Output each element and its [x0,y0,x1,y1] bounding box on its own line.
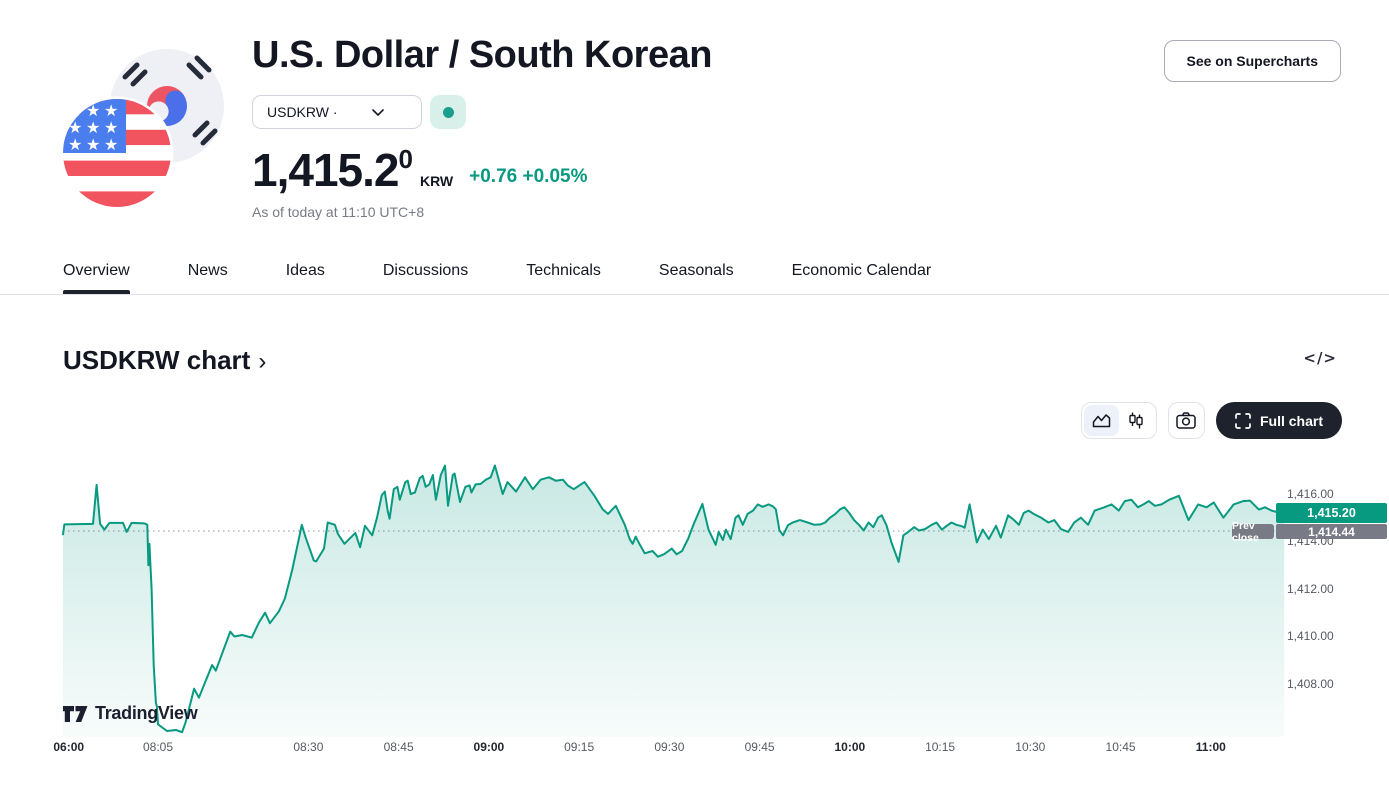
symbol-tabs: Overview News Ideas Discussions Technicals Se… [63,262,931,294]
symbol-dropdown-label: USDKRW · [267,104,338,120]
price-change: +0.76 +0.05% [469,166,588,187]
tab-economic-calendar[interactable]: Economic Calendar [791,262,932,279]
price-line [62,464,1286,734]
chevron-down-icon [371,108,384,116]
chevron-right-icon: › [258,348,267,375]
price-currency: KRW [419,173,454,189]
svg-text:★: ★ [68,135,82,154]
chart-heading-label: USDKRW chart [63,345,251,375]
full-chart-button[interactable]: Full chart [1215,402,1342,439]
tab-news[interactable]: News [187,262,228,279]
tab-discussions[interactable]: Discussions [382,262,469,279]
area-chart-icon [1092,414,1111,428]
market-open-dot [442,106,454,118]
price-block: 1,415.20 KRW +0.76 +0.05% [252,146,587,193]
page-title: U.S. Dollar / South Korean [252,34,712,76]
y-axis-tick: 1,412.00 [1287,581,1334,596]
price-area-fill [63,465,1285,737]
x-axis-tick: 10:45 [1105,740,1136,754]
x-axis-tick: 08:30 [293,740,324,754]
x-axis-tick: 09:30 [654,740,685,754]
full-chart-label: Full chart [1259,412,1323,429]
see-on-supercharts-button[interactable]: See on Supercharts [1163,40,1341,82]
tradingview-logo-icon [63,705,88,722]
symbol-dropdown[interactable]: USDKRW · [252,95,422,129]
x-axis-tick: 10:00 [834,740,866,754]
x-axis-tick: 10:30 [1015,740,1046,754]
svg-text:★: ★ [104,101,118,120]
y-axis-tick: 1,410.00 [1287,629,1334,644]
tab-overview[interactable]: Overview [63,262,130,294]
svg-text:★: ★ [86,135,100,154]
tabs-divider [0,294,1389,295]
x-axis-tick: 11:00 [1195,740,1226,754]
candles-chart-type-button[interactable] [1119,405,1154,436]
snapshot-button[interactable] [1167,402,1205,439]
tab-technicals[interactable]: Technicals [526,262,601,279]
chart-section-heading[interactable]: USDKRW chart › [63,345,266,376]
price-fraction-digit: 0 [398,144,413,174]
y-axis-tick: 1,416.00 [1287,486,1334,501]
tradingview-watermark-label: TradingView [95,703,198,723]
prev-close-label-badge: Prev close [1232,520,1274,544]
x-axis-tick: 09:45 [744,740,775,754]
chart-type-switcher [1080,402,1157,439]
last-price-badge: 1,415.20 [1276,503,1387,523]
x-axis-tick: 09:15 [564,740,595,754]
tab-ideas[interactable]: Ideas [285,262,325,279]
embed-code-icon[interactable]: </> [1303,349,1337,367]
x-axis-tick: 10:15 [925,740,956,754]
prev-close-value-badge: 1,414.44 [1276,524,1387,539]
fullscreen-icon [1235,412,1251,429]
tradingview-watermark[interactable]: TradingView [63,703,198,724]
camera-icon [1176,412,1197,429]
last-price: 1,415.20 [252,144,413,196]
svg-text:★: ★ [104,135,118,154]
svg-text:★: ★ [104,118,118,137]
chart-toolbar: Full chart [1080,402,1342,439]
area-chart-type-button[interactable] [1083,405,1119,436]
candles-icon [1129,412,1144,429]
x-axis-tick: 08:05 [142,740,174,754]
x-axis-tick: 09:00 [473,740,505,754]
as-of-timestamp: As of today at 11:10 UTC+8 [252,204,425,220]
svg-text:★: ★ [86,118,100,137]
y-axis-tick: 1,408.00 [1287,676,1334,691]
price-chart[interactable]: 1,416.00 1,414.00 1,412.00 1,410.00 1,408.00… [0,450,1389,760]
currency-pair-flags: ★ ★ ★ ★ ★ ★ ★ ★ ★ [60,38,224,210]
x-axis-tick: 06:00 [53,740,85,754]
tab-seasonals[interactable]: Seasonals [658,262,734,279]
us-flag-icon: ★ ★ ★ ★ ★ ★ ★ ★ ★ [60,96,174,210]
x-axis-tick: 08:45 [383,740,414,754]
market-status-indicator[interactable] [430,95,466,129]
